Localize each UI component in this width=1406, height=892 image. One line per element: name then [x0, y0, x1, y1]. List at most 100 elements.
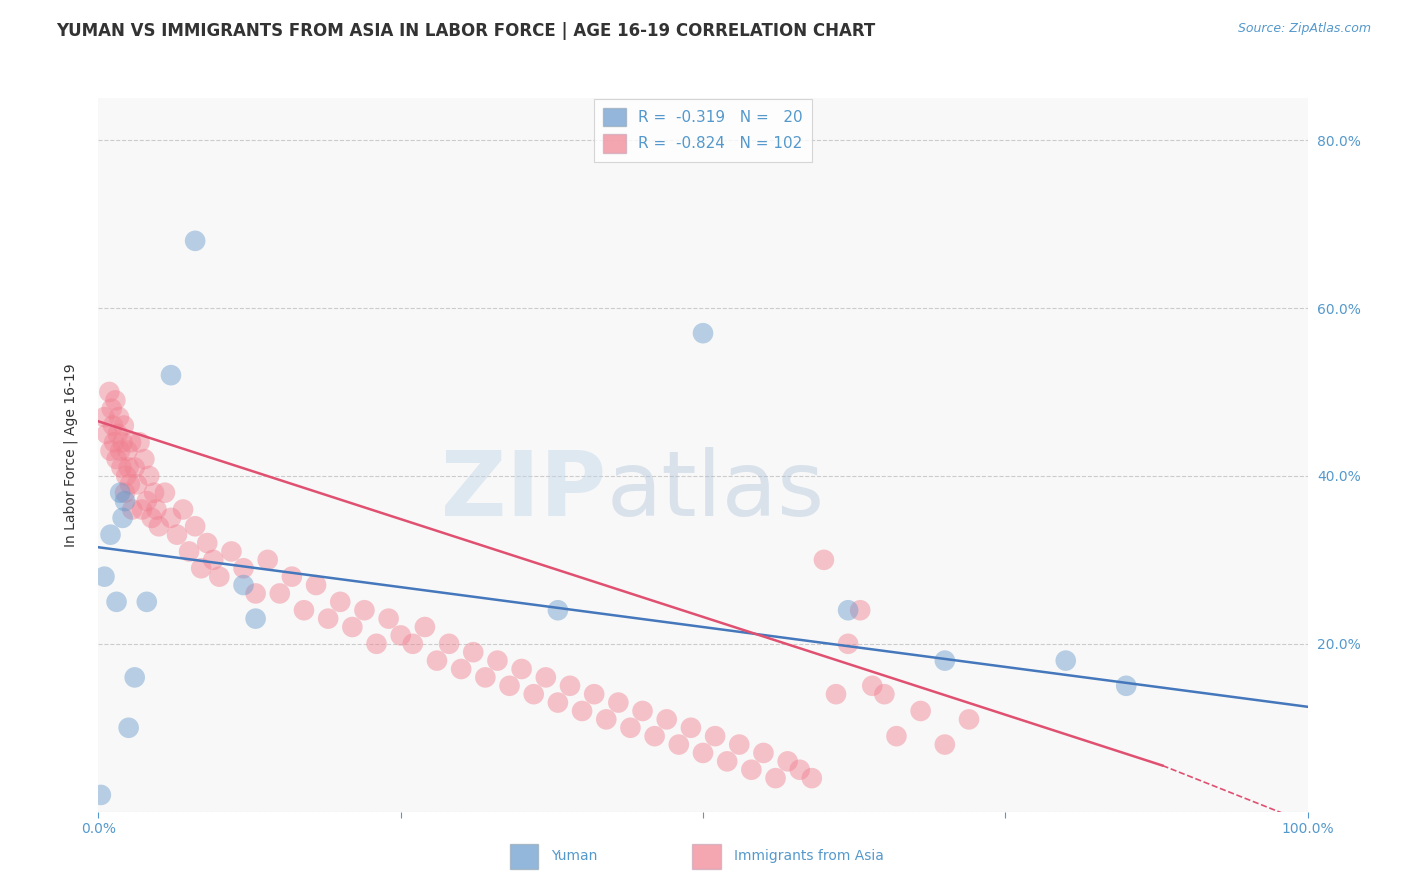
Point — [679, 721, 702, 735]
Point — [437, 637, 460, 651]
Point — [124, 670, 146, 684]
Point — [131, 502, 153, 516]
Point — [619, 721, 641, 735]
Point — [134, 452, 156, 467]
Point — [232, 578, 254, 592]
Point — [910, 704, 932, 718]
Point — [101, 418, 124, 433]
Point — [128, 435, 150, 450]
Point — [692, 746, 714, 760]
Point — [510, 662, 533, 676]
Text: YUMAN VS IMMIGRANTS FROM ASIA IN LABOR FORCE | AGE 16-19 CORRELATION CHART: YUMAN VS IMMIGRANTS FROM ASIA IN LABOR F… — [56, 22, 876, 40]
Point — [498, 679, 520, 693]
Point — [269, 586, 291, 600]
Point — [389, 628, 412, 642]
Point — [668, 738, 690, 752]
Point — [100, 527, 122, 541]
Point — [195, 536, 218, 550]
Point — [934, 654, 956, 668]
Point — [107, 426, 129, 441]
Point — [208, 569, 231, 583]
Point — [366, 637, 388, 651]
Point — [202, 553, 225, 567]
Point — [103, 435, 125, 450]
Point — [752, 746, 775, 760]
Point — [849, 603, 872, 617]
Point — [631, 704, 654, 718]
Point — [583, 687, 606, 701]
Point — [112, 418, 135, 433]
Point — [124, 460, 146, 475]
Point — [377, 612, 399, 626]
Point — [558, 679, 581, 693]
Point — [108, 443, 131, 458]
Point — [886, 729, 908, 743]
Point — [353, 603, 375, 617]
Point — [305, 578, 328, 592]
Point — [138, 469, 160, 483]
Point — [111, 435, 134, 450]
Point — [143, 485, 166, 500]
Point — [450, 662, 472, 676]
Point — [93, 569, 115, 583]
Point — [704, 729, 727, 743]
Point — [281, 569, 304, 583]
Point — [100, 401, 122, 416]
Point — [547, 696, 569, 710]
Point — [728, 738, 751, 752]
Y-axis label: In Labor Force | Age 16-19: In Labor Force | Age 16-19 — [63, 363, 77, 547]
Point — [837, 637, 859, 651]
Point — [232, 561, 254, 575]
Point — [342, 620, 364, 634]
Point — [184, 234, 207, 248]
Point — [463, 645, 485, 659]
Point — [104, 393, 127, 408]
Point — [523, 687, 546, 701]
Point — [160, 368, 183, 383]
Point — [426, 654, 449, 668]
Point — [957, 712, 980, 726]
Point — [607, 696, 630, 710]
Point — [90, 788, 112, 802]
Point — [813, 553, 835, 567]
Text: atlas: atlas — [606, 447, 824, 534]
Point — [1115, 679, 1137, 693]
Point — [644, 729, 666, 743]
Point — [115, 469, 138, 483]
Point — [121, 502, 143, 516]
Point — [789, 763, 811, 777]
Point — [127, 477, 149, 491]
Point — [120, 435, 142, 450]
Point — [111, 511, 134, 525]
Point — [184, 519, 207, 533]
Point — [93, 410, 115, 425]
Point — [117, 443, 139, 458]
Point — [692, 326, 714, 341]
Point — [148, 519, 170, 533]
Point — [329, 595, 352, 609]
Point — [256, 553, 278, 567]
Point — [190, 561, 212, 575]
Point — [934, 738, 956, 752]
Point — [1054, 654, 1077, 668]
Point — [860, 679, 883, 693]
Point — [825, 687, 848, 701]
Point — [135, 494, 157, 508]
Text: Yuman: Yuman — [551, 849, 598, 863]
Point — [474, 670, 496, 684]
Legend: R =  -0.319   N =   20, R =  -0.824   N = 102: R = -0.319 N = 20, R = -0.824 N = 102 — [593, 99, 813, 161]
Point — [118, 721, 141, 735]
Point — [716, 755, 738, 769]
Point — [534, 670, 557, 684]
Point — [800, 771, 823, 785]
Point — [100, 443, 122, 458]
Point — [108, 410, 131, 425]
Point — [141, 511, 163, 525]
Point — [221, 544, 243, 558]
Point — [245, 586, 267, 600]
Bar — [509, 844, 538, 869]
Point — [160, 511, 183, 525]
Point — [98, 384, 121, 399]
Point — [765, 771, 787, 785]
Point — [571, 704, 593, 718]
